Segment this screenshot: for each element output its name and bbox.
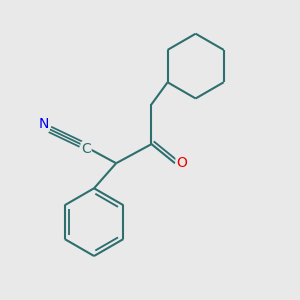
Text: O: O — [176, 156, 187, 170]
Text: N: N — [38, 117, 49, 131]
Text: C: C — [81, 142, 91, 156]
